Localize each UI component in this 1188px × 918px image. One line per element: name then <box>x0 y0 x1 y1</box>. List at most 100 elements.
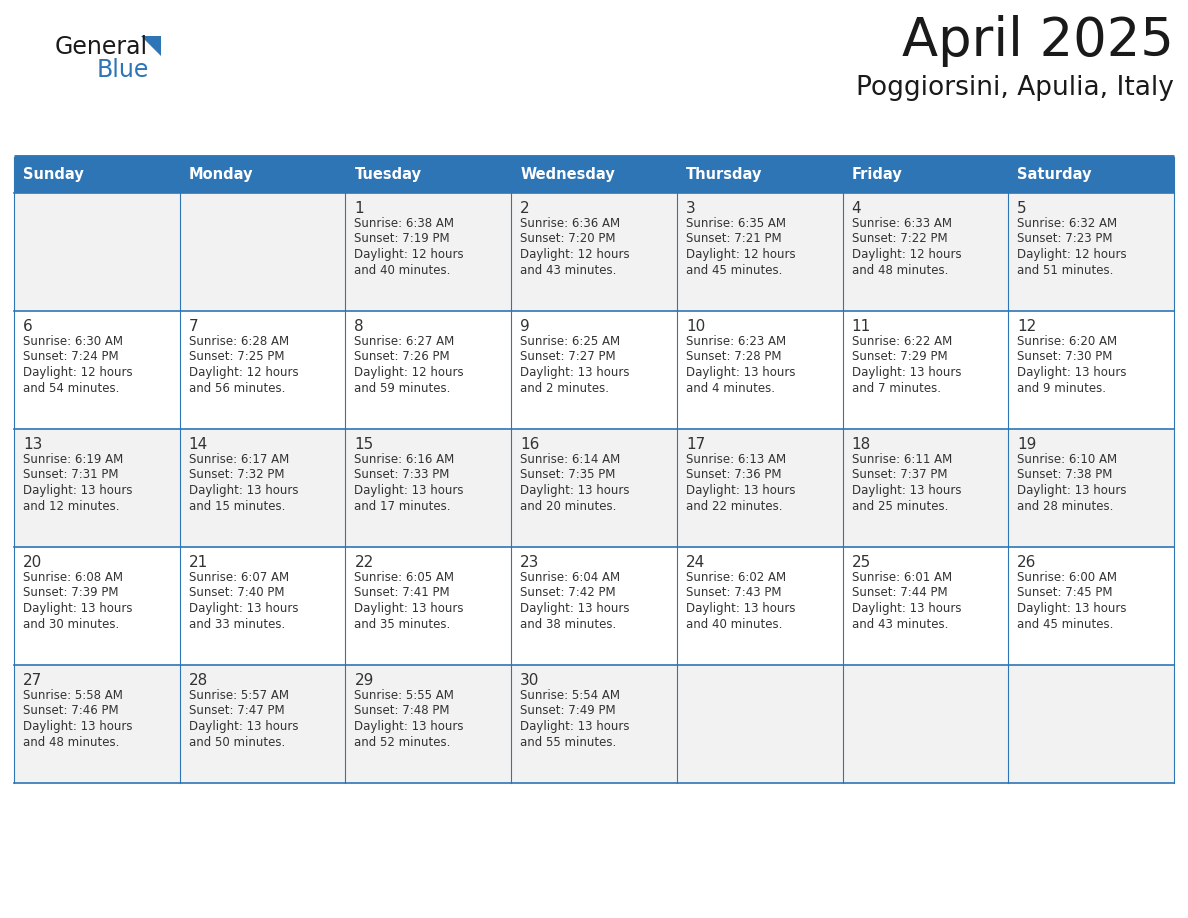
Text: 12: 12 <box>1017 319 1037 334</box>
Text: Daylight: 13 hours: Daylight: 13 hours <box>520 602 630 615</box>
Text: Daylight: 13 hours: Daylight: 13 hours <box>189 602 298 615</box>
Text: 25: 25 <box>852 555 871 570</box>
Bar <box>842 547 1009 665</box>
Text: and 54 minutes.: and 54 minutes. <box>23 382 119 395</box>
Text: and 40 minutes.: and 40 minutes. <box>354 263 450 276</box>
Text: Daylight: 13 hours: Daylight: 13 hours <box>852 366 961 379</box>
Bar <box>1009 429 1174 547</box>
Text: and 48 minutes.: and 48 minutes. <box>852 263 948 276</box>
Text: 30: 30 <box>520 673 539 688</box>
Text: 21: 21 <box>189 555 208 570</box>
Text: Daylight: 12 hours: Daylight: 12 hours <box>354 366 465 379</box>
Text: and 17 minutes.: and 17 minutes. <box>354 499 451 512</box>
Text: 28: 28 <box>189 673 208 688</box>
Text: 4: 4 <box>852 201 861 216</box>
Text: and 35 minutes.: and 35 minutes. <box>354 618 450 631</box>
Text: Sunrise: 6:11 AM: Sunrise: 6:11 AM <box>852 453 952 466</box>
Text: Sunset: 7:40 PM: Sunset: 7:40 PM <box>189 587 284 599</box>
Bar <box>677 547 842 665</box>
Text: Wednesday: Wednesday <box>520 167 615 183</box>
Text: Sunrise: 6:14 AM: Sunrise: 6:14 AM <box>520 453 620 466</box>
Text: Sunrise: 6:07 AM: Sunrise: 6:07 AM <box>189 571 289 584</box>
Text: Daylight: 12 hours: Daylight: 12 hours <box>354 248 465 261</box>
Text: Daylight: 12 hours: Daylight: 12 hours <box>23 366 133 379</box>
Text: Daylight: 13 hours: Daylight: 13 hours <box>23 602 133 615</box>
Bar <box>511 311 677 429</box>
Text: Sunrise: 6:19 AM: Sunrise: 6:19 AM <box>23 453 124 466</box>
Bar <box>14 547 179 665</box>
Text: Sunset: 7:41 PM: Sunset: 7:41 PM <box>354 587 450 599</box>
Bar <box>677 311 842 429</box>
Text: and 12 minutes.: and 12 minutes. <box>23 499 120 512</box>
Text: Sunrise: 5:55 AM: Sunrise: 5:55 AM <box>354 689 454 702</box>
Bar <box>842 157 1009 193</box>
Text: Sunrise: 6:08 AM: Sunrise: 6:08 AM <box>23 571 124 584</box>
Text: and 15 minutes.: and 15 minutes. <box>189 499 285 512</box>
Text: Daylight: 13 hours: Daylight: 13 hours <box>520 366 630 379</box>
Text: Sunrise: 5:57 AM: Sunrise: 5:57 AM <box>189 689 289 702</box>
Text: Daylight: 13 hours: Daylight: 13 hours <box>23 484 133 497</box>
Text: Sunset: 7:30 PM: Sunset: 7:30 PM <box>1017 351 1113 364</box>
Bar <box>511 429 677 547</box>
Text: and 2 minutes.: and 2 minutes. <box>520 382 609 395</box>
Text: Sunset: 7:44 PM: Sunset: 7:44 PM <box>852 587 947 599</box>
Text: 16: 16 <box>520 437 539 452</box>
Bar <box>677 665 842 783</box>
Text: Thursday: Thursday <box>685 167 763 183</box>
Text: Sunset: 7:20 PM: Sunset: 7:20 PM <box>520 232 615 245</box>
Text: Sunset: 7:38 PM: Sunset: 7:38 PM <box>1017 468 1113 482</box>
Text: Sunrise: 6:20 AM: Sunrise: 6:20 AM <box>1017 335 1118 348</box>
Text: and 43 minutes.: and 43 minutes. <box>520 263 617 276</box>
Text: Friday: Friday <box>852 167 903 183</box>
Text: Daylight: 12 hours: Daylight: 12 hours <box>685 248 796 261</box>
Text: Daylight: 13 hours: Daylight: 13 hours <box>1017 602 1126 615</box>
Text: Sunrise: 6:23 AM: Sunrise: 6:23 AM <box>685 335 786 348</box>
Bar <box>842 429 1009 547</box>
Text: Sunrise: 6:36 AM: Sunrise: 6:36 AM <box>520 217 620 230</box>
Text: 24: 24 <box>685 555 706 570</box>
Bar <box>14 429 179 547</box>
Text: April 2025: April 2025 <box>902 15 1174 67</box>
Bar <box>1009 665 1174 783</box>
Text: Sunrise: 6:05 AM: Sunrise: 6:05 AM <box>354 571 455 584</box>
Text: 27: 27 <box>23 673 43 688</box>
Text: Sunset: 7:49 PM: Sunset: 7:49 PM <box>520 704 615 718</box>
Bar <box>511 547 677 665</box>
Bar <box>179 547 346 665</box>
Text: Sunset: 7:43 PM: Sunset: 7:43 PM <box>685 587 782 599</box>
Text: and 4 minutes.: and 4 minutes. <box>685 382 775 395</box>
Text: 19: 19 <box>1017 437 1037 452</box>
Text: Sunrise: 5:58 AM: Sunrise: 5:58 AM <box>23 689 122 702</box>
Text: Daylight: 13 hours: Daylight: 13 hours <box>1017 484 1126 497</box>
Text: Daylight: 13 hours: Daylight: 13 hours <box>852 602 961 615</box>
Text: General: General <box>55 35 148 59</box>
Bar <box>179 429 346 547</box>
Text: and 9 minutes.: and 9 minutes. <box>1017 382 1106 395</box>
Text: and 25 minutes.: and 25 minutes. <box>852 499 948 512</box>
Text: Daylight: 12 hours: Daylight: 12 hours <box>189 366 298 379</box>
Text: and 51 minutes.: and 51 minutes. <box>1017 263 1113 276</box>
Text: and 45 minutes.: and 45 minutes. <box>1017 618 1113 631</box>
Text: and 20 minutes.: and 20 minutes. <box>520 499 617 512</box>
Bar <box>511 157 677 193</box>
Text: Sunset: 7:26 PM: Sunset: 7:26 PM <box>354 351 450 364</box>
Text: 6: 6 <box>23 319 33 334</box>
Text: Daylight: 13 hours: Daylight: 13 hours <box>354 484 465 497</box>
Text: Daylight: 13 hours: Daylight: 13 hours <box>685 602 795 615</box>
Bar <box>842 193 1009 311</box>
Text: Sunset: 7:28 PM: Sunset: 7:28 PM <box>685 351 782 364</box>
Text: Sunrise: 6:16 AM: Sunrise: 6:16 AM <box>354 453 455 466</box>
Text: Sunset: 7:32 PM: Sunset: 7:32 PM <box>189 468 284 482</box>
Text: and 59 minutes.: and 59 minutes. <box>354 382 450 395</box>
Text: Daylight: 13 hours: Daylight: 13 hours <box>354 720 465 733</box>
Text: Sunset: 7:19 PM: Sunset: 7:19 PM <box>354 232 450 245</box>
Text: Sunrise: 6:04 AM: Sunrise: 6:04 AM <box>520 571 620 584</box>
Bar <box>14 665 179 783</box>
Text: 13: 13 <box>23 437 43 452</box>
Text: and 40 minutes.: and 40 minutes. <box>685 618 782 631</box>
Text: Daylight: 12 hours: Daylight: 12 hours <box>520 248 630 261</box>
Polygon shape <box>141 36 162 56</box>
Text: 14: 14 <box>189 437 208 452</box>
Text: and 33 minutes.: and 33 minutes. <box>189 618 285 631</box>
Text: Tuesday: Tuesday <box>354 167 422 183</box>
